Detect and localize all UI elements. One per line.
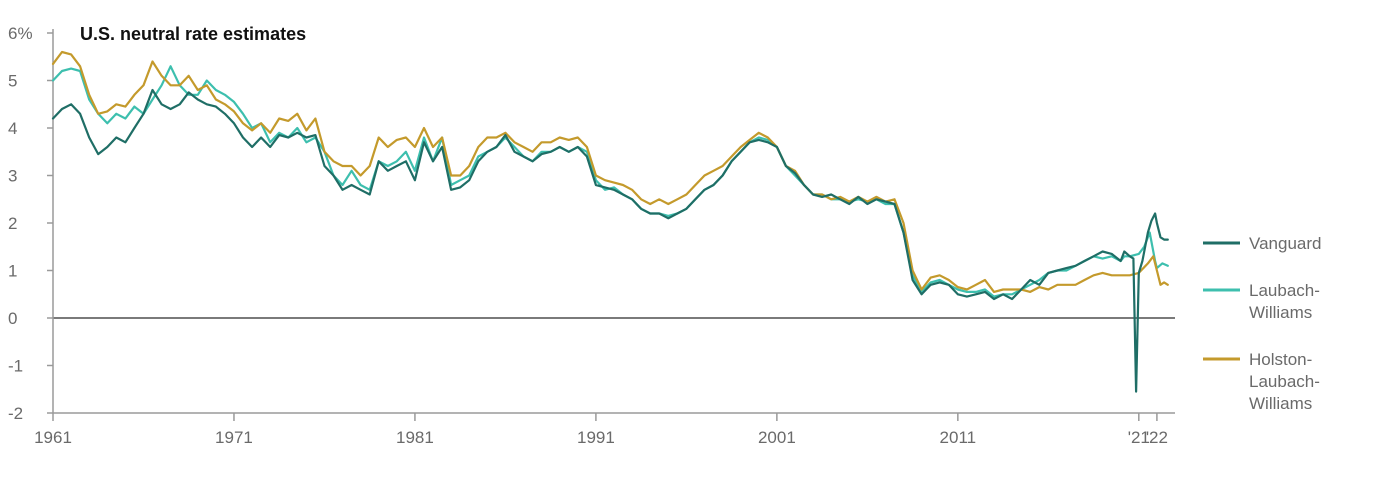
legend-label: Laubach- — [1249, 281, 1320, 300]
y-tick-label: 0 — [8, 309, 17, 328]
legend-label: Vanguard — [1249, 234, 1321, 253]
series-line-holston-laubach-williams — [51, 50, 1169, 293]
y-tick-label: 3 — [8, 167, 17, 186]
x-tick-label: 2011 — [940, 428, 977, 447]
series-line-vanguard — [51, 88, 1169, 393]
x-tick-label: '21 — [1128, 428, 1150, 447]
series-layer — [51, 50, 1169, 393]
y-tick-label: 5 — [8, 72, 17, 91]
legend-label: Williams — [1249, 394, 1312, 413]
legend-item: Laubach- Williams — [1203, 281, 1320, 322]
x-tick-label: 1991 — [577, 428, 615, 447]
y-tick-label: -2 — [8, 404, 23, 423]
y-tick-label: 2 — [8, 214, 17, 233]
legend-item: Holston- Laubach- Williams — [1203, 350, 1320, 413]
x-tick-label: 1981 — [396, 428, 434, 447]
y-axis: 6% 5 4 3 2 1 0 -1 -2 — [8, 24, 53, 423]
legend-label: Holston- — [1249, 350, 1312, 369]
y-tick-label: 6% — [8, 24, 33, 43]
x-tick-label: 2001 — [758, 428, 796, 447]
y-tick-label: 1 — [8, 262, 17, 281]
y-tick-label: 4 — [8, 119, 17, 138]
chart-title: U.S. neutral rate estimates — [80, 24, 306, 44]
x-tick-label: 1971 — [215, 428, 253, 447]
legend-label: Laubach- — [1249, 372, 1320, 391]
x-tick-label: 1961 — [34, 428, 72, 447]
legend-label: Williams — [1249, 303, 1312, 322]
legend: Vanguard Laubach- Williams Holston- Laubach-… — [1203, 234, 1321, 413]
x-axis: 1961 1971 1981 1991 2001 2011 '21'22 — [34, 413, 1168, 447]
legend-item: Vanguard — [1203, 234, 1321, 253]
x-tick-label: '22 — [1146, 428, 1168, 447]
y-tick-label: -1 — [8, 357, 23, 376]
